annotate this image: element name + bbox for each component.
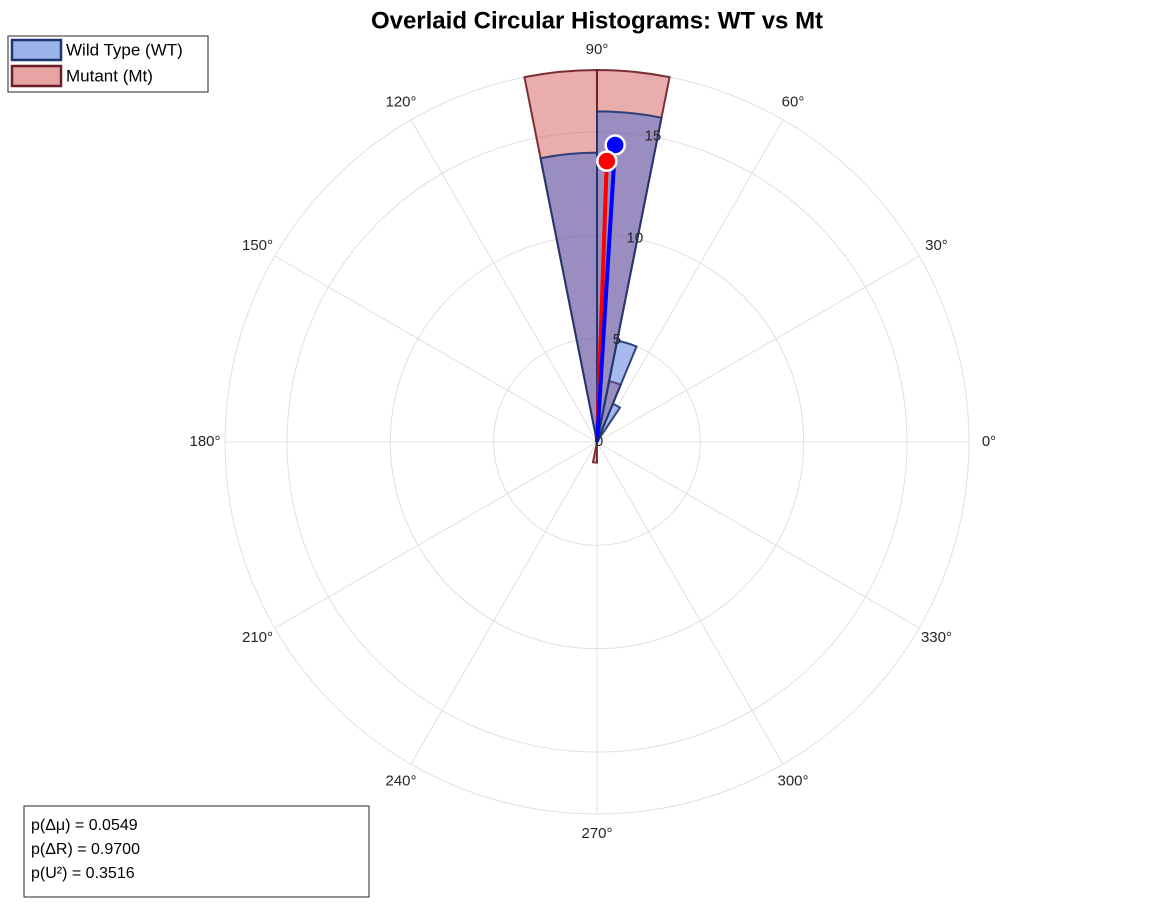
theta-tick-label: 210° — [242, 629, 273, 646]
stats-text: p(U²) = 0.3516 — [31, 865, 135, 882]
mean-vector — [595, 144, 618, 443]
grid-spoke — [596, 255, 920, 443]
theta-tick-label: 180° — [189, 433, 220, 450]
grid-spoke — [596, 441, 784, 765]
stats-text: p(ΔR) = 0.9700 — [31, 841, 140, 858]
stats-box — [23, 805, 370, 898]
theta-tick-label: 0° — [982, 433, 996, 450]
chart-title: Overlaid Circular Histograms: WT vs Mt — [371, 7, 823, 34]
mean-marker — [596, 150, 618, 172]
grid-spoke — [410, 119, 598, 443]
theta-tick-label: 150° — [242, 237, 273, 254]
grid-spoke — [274, 441, 598, 629]
r-tick-label: 5 — [613, 331, 621, 348]
legend-label: Mutant (Mt) — [66, 66, 153, 85]
theta-tick-label: 120° — [385, 93, 416, 110]
stats-text: p(Δμ) = 0.0549 — [31, 817, 138, 834]
histogram-bar — [539, 151, 598, 443]
theta-tick-label: 330° — [921, 629, 952, 646]
legend-swatch — [10, 64, 63, 88]
theta-tick-label: 90° — [586, 41, 609, 58]
theta-tick-label: 270° — [581, 825, 612, 842]
theta-tick-label: 30° — [925, 237, 948, 254]
theta-tick-label: 300° — [777, 772, 808, 789]
grid-spoke — [410, 441, 598, 765]
grid-spoke — [274, 255, 598, 443]
grid-spoke — [596, 441, 920, 629]
histogram-bar — [591, 441, 598, 464]
r-tick-label: 10 — [627, 229, 644, 246]
r-tick-label: 0 — [595, 433, 603, 450]
theta-tick-label: 240° — [385, 772, 416, 789]
legend-label: Wild Type (WT) — [66, 40, 183, 59]
legend-swatch — [10, 38, 63, 62]
grid-spoke — [596, 119, 784, 443]
theta-tick-label: 60° — [782, 93, 805, 110]
r-tick-label: 15 — [644, 128, 661, 145]
